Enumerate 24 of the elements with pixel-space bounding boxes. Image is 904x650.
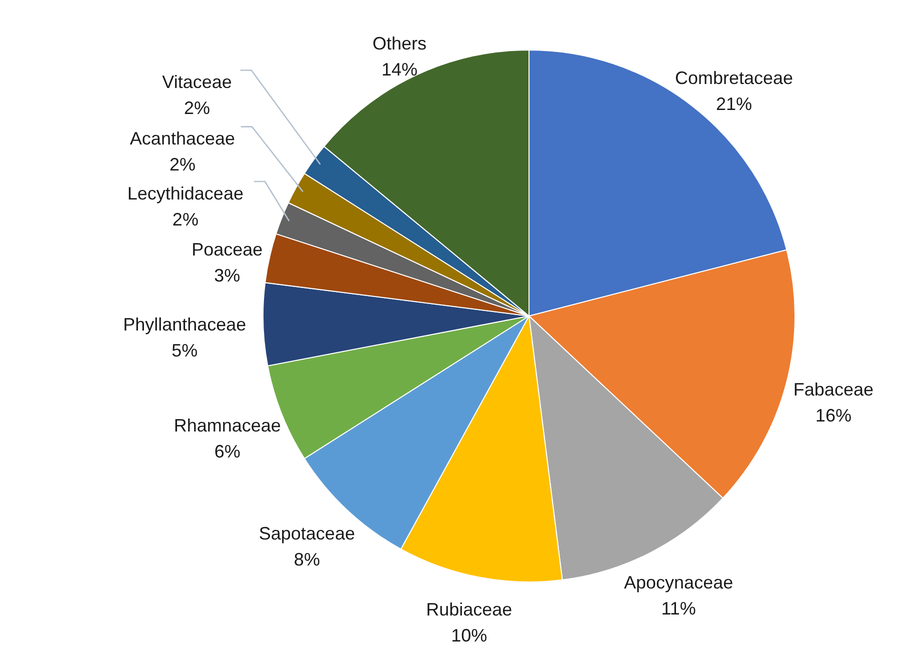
data-label: 11% [661, 598, 696, 618]
data-label: 2% [169, 154, 196, 175]
data-label: 21% [716, 94, 752, 114]
data-label: 6% [214, 441, 240, 462]
slice-label: Sapotaceae [258, 524, 355, 544]
data-label: 2% [172, 210, 198, 230]
slice-label: Lecythidaceae [127, 184, 244, 204]
slice-label: Combretaceae [674, 68, 794, 88]
data-label: 8% [294, 550, 320, 570]
data-label: 14% [381, 60, 418, 80]
data-label: 2% [184, 98, 210, 118]
data-label: 10% [451, 626, 488, 646]
slice-label: Apocynaceae [624, 572, 734, 592]
data-label: 5% [172, 340, 198, 360]
slice-label: Fabaceae [793, 380, 874, 400]
slice-label: Others [372, 34, 426, 54]
slice-label: Poaceae [192, 240, 263, 260]
slice-label: Vitaceae [162, 72, 232, 92]
slice-label: Phyllanthaceae [123, 314, 246, 334]
data-label: 3% [214, 266, 240, 286]
slice-label: Acanthaceae [130, 128, 236, 149]
slice-label: Rubiaceae [426, 600, 512, 620]
slice-label: Rhamnaceae [174, 415, 281, 436]
data-label: 16% [815, 406, 852, 426]
